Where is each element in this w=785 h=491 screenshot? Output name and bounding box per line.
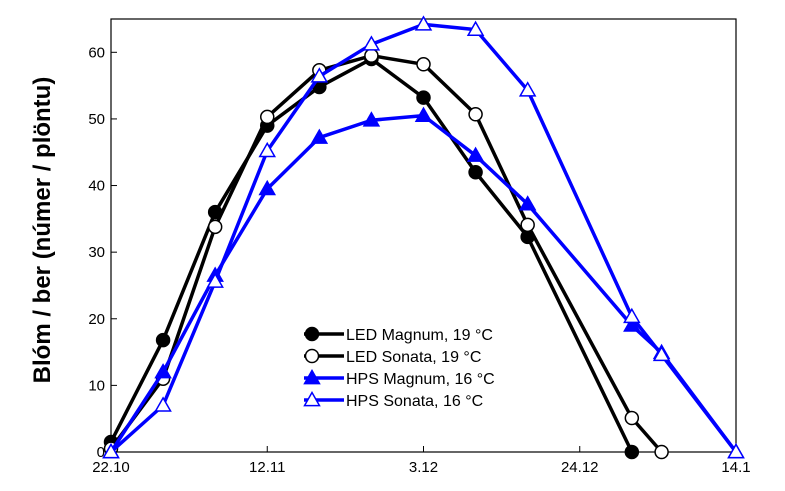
data-point [260,109,275,125]
data-point [362,111,381,127]
data-point [206,272,224,288]
data-point [520,217,535,233]
data-point [362,35,381,51]
data-point [416,57,431,72]
data-point [518,81,537,97]
y-tick-label: 40 [88,178,105,195]
y-tick-label: 50 [88,111,105,128]
legend-marker [304,326,320,342]
y-tick-label: 10 [88,377,105,394]
x-tick-label: 3.12 [409,459,438,476]
series-line [109,57,634,453]
legend-marker [304,348,320,364]
data-point [310,67,329,83]
data-point [623,316,641,332]
data-point [207,219,223,235]
legend-label: LED Magnum, 19 °C [346,327,493,344]
legend-item: HPS Sonata, 16 °C [303,391,483,410]
legend-item: HPS Magnum, 16 °C [303,369,495,388]
x-axis: 22.10 12.11 3.12 24.12 14.1 [92,446,751,476]
data-point [624,410,640,426]
legend: LED Magnum, 19 °C LED Sonata, 19 °C HPS Ma… [303,326,495,410]
data-point [518,195,537,211]
data-point [466,20,485,37]
series-4 [102,15,745,459]
data-point [654,444,669,460]
x-tick-label: 22.10 [92,459,130,476]
y-tick-label: 20 [88,311,105,328]
legend-item: LED Sonata, 19 °C [304,348,481,366]
legend-label: HPS Sonata, 16 °C [346,393,483,410]
data-point [414,15,433,31]
data-point [466,146,485,162]
data-point [468,164,483,180]
y-tick-label: 0 [97,444,105,461]
y-tick-label: 30 [88,244,105,261]
data-point [414,106,433,122]
x-tick-label: 12.11 [249,459,285,476]
legend-item: LED Magnum, 19 °C [304,326,493,344]
data-point [416,90,431,105]
data-point [364,48,379,63]
data-point [155,332,171,348]
y-axis-label: Blóm / ber (númer / plöntu) [29,77,56,384]
data-point [310,128,329,144]
data-point [102,443,120,459]
data-point [154,363,172,379]
data-point [623,307,641,324]
legend-marker [303,369,321,385]
data-point [154,396,172,412]
data-point [258,179,277,196]
x-tick-label: 14.1 [721,459,750,476]
legend-label: HPS Magnum, 16 °C [346,371,495,388]
legend-marker [303,391,321,407]
data-point [258,141,277,158]
data-point [468,107,483,122]
data-point [727,443,745,459]
legend-label: LED Sonata, 19 °C [346,349,481,366]
x-tick-label: 24.12 [561,459,599,476]
y-axis: 0 10 20 30 40 50 60 [88,44,117,461]
data-point [624,444,640,460]
series-layer [102,15,745,460]
data-point [652,345,671,362]
y-tick-label: 60 [88,44,105,61]
